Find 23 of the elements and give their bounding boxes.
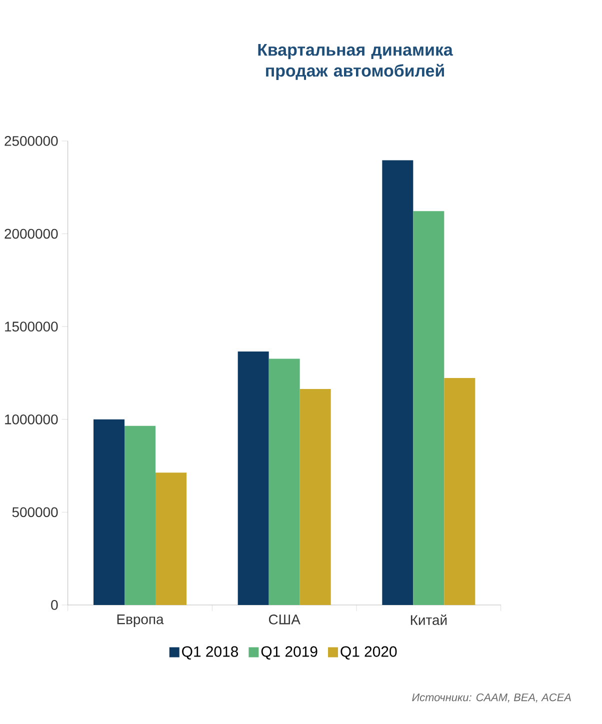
bar [413,211,444,605]
bar [94,419,124,605]
bar [124,426,156,605]
x-tick-label: США [268,614,300,624]
y-tick-label: 2000000 [4,228,58,239]
bar [156,472,186,605]
y-tick-label: 2500000 [4,136,58,146]
bar [382,160,414,605]
y-tick-label: 1000000 [5,414,58,424]
bar [300,388,331,605]
bar [268,358,300,605]
legend-label: Q1 2020 [340,646,397,660]
y-tick-label: 1500000 [5,322,58,332]
y-tick-label: 0 [51,600,58,610]
legend-label: Q1 2019 [261,646,318,660]
bar [444,378,476,605]
chart-title: Квартальная динамика продаж автомобилей [258,44,453,80]
legend-label: Q1 2018 [182,646,238,660]
bar [238,351,269,605]
x-tick-label: Китай [410,614,447,626]
x-tick-label: Европа [117,614,164,627]
y-tick-label: 500000 [12,507,58,518]
text: Источники: CAAM, BEA, ACEA [412,693,571,703]
